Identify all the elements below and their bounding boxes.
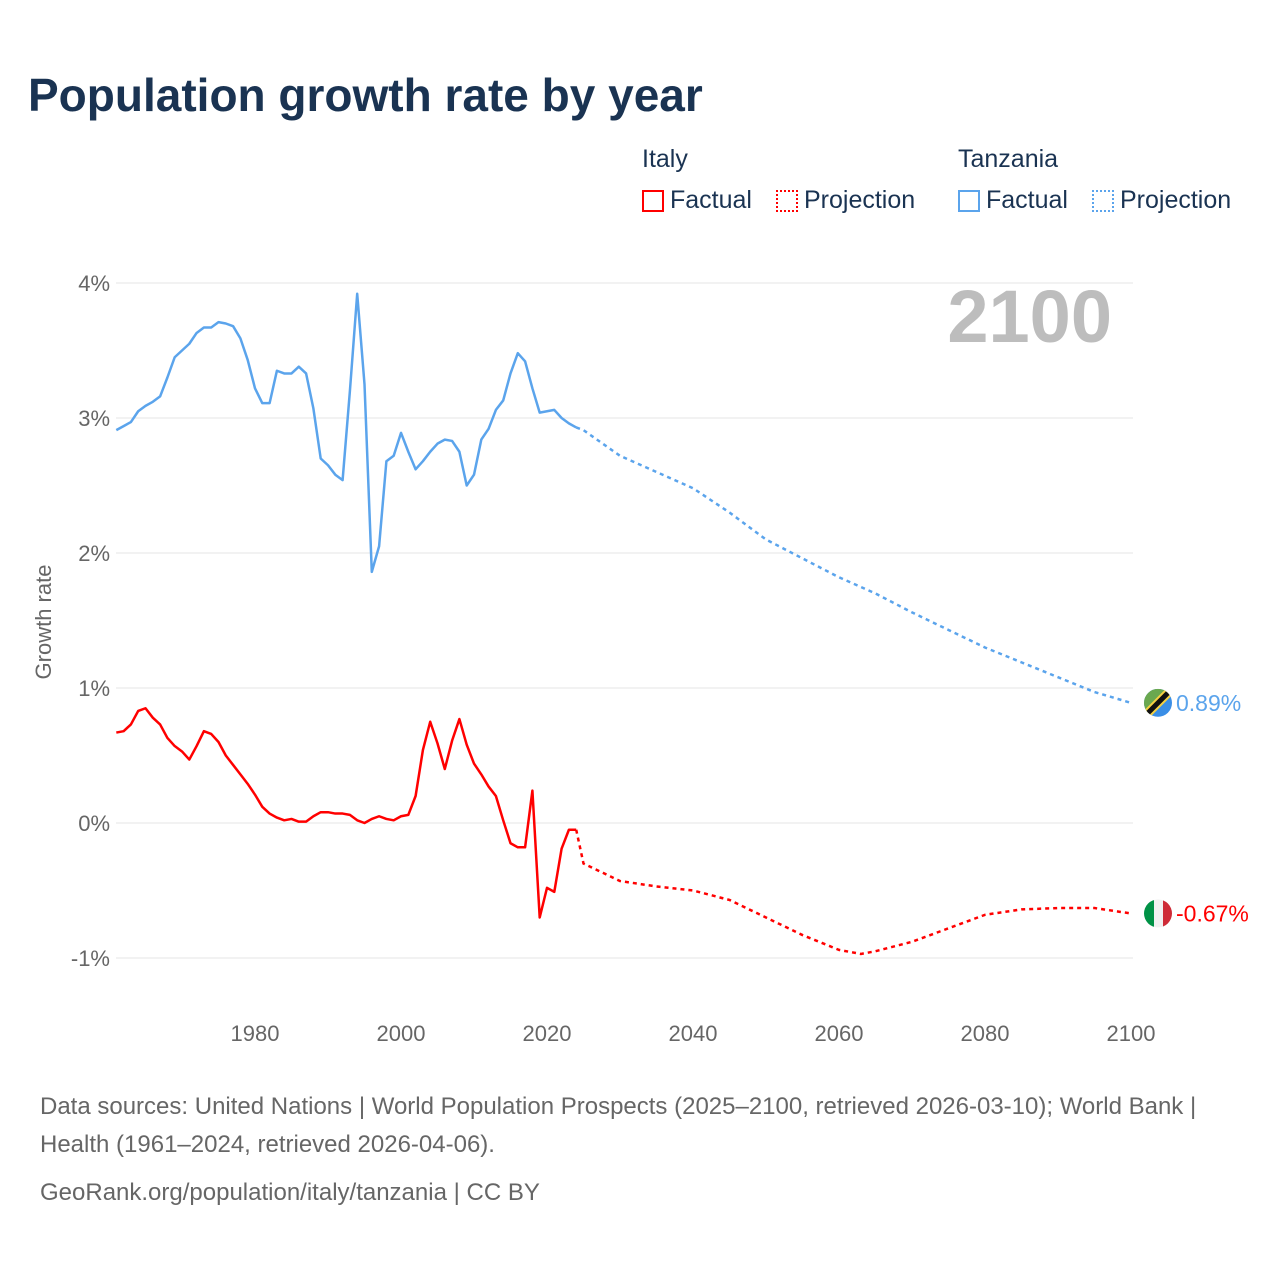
legend-label: Factual bbox=[670, 186, 752, 214]
chart-title: Population growth rate by year bbox=[28, 69, 703, 121]
legend-tanzania-projection[interactable]: Projection bbox=[1092, 186, 1231, 215]
legend-swatch-solid-icon bbox=[958, 189, 980, 212]
source-link[interactable]: GeoRank.org/population/italy/tanzania | … bbox=[40, 1179, 540, 1206]
x-tick-label: 2000 bbox=[377, 1021, 426, 1046]
legend-label: Factual bbox=[986, 186, 1068, 214]
x-tick-label: 2040 bbox=[669, 1021, 718, 1046]
italy-flag-icon bbox=[1144, 899, 1172, 928]
legend-group-tanzania: Tanzania bbox=[958, 145, 1059, 173]
y-tick-label: 0% bbox=[78, 811, 110, 836]
legend-swatch-solid-icon bbox=[642, 189, 664, 212]
footer: Data sources: United Nations | World Pop… bbox=[40, 1088, 1240, 1212]
year-label: 2100 bbox=[947, 275, 1112, 358]
italy-projection-line bbox=[574, 829, 1132, 956]
legend-group-italy: Italy bbox=[642, 145, 688, 173]
tanzania-projection-line bbox=[575, 426, 1132, 705]
x-tick-label: 1980 bbox=[231, 1021, 280, 1046]
y-tick-label: 4% bbox=[78, 271, 110, 296]
x-tick-label: 2020 bbox=[523, 1021, 572, 1046]
y-tick-label: -1% bbox=[71, 946, 110, 971]
italy-factual-line bbox=[116, 707, 577, 919]
legend-swatch-dotted-icon bbox=[776, 189, 798, 212]
legend-label: Projection bbox=[804, 186, 916, 214]
legend-label: Projection bbox=[1120, 186, 1232, 214]
x-tick-label: 2060 bbox=[815, 1021, 864, 1046]
y-tick-label: 3% bbox=[78, 406, 110, 431]
y-tick-label: 2% bbox=[78, 541, 110, 566]
legend-swatch-dotted-icon bbox=[1092, 189, 1114, 212]
x-tick-label: 2080 bbox=[961, 1021, 1010, 1046]
y-tick-label: 1% bbox=[78, 676, 110, 701]
y-axis-label: Growth rate bbox=[31, 565, 56, 680]
line-chart: -1% 0% 1% 2% 3% 4% 1980 2000 2020 2040 2060 2080 210… bbox=[31, 271, 1249, 1046]
data-sources: Data sources: United Nations | World Pop… bbox=[40, 1093, 1197, 1158]
x-tick-label: 2100 bbox=[1107, 1021, 1156, 1046]
tanzania-factual-line bbox=[115, 292, 577, 574]
legend-italy-projection[interactable]: Projection bbox=[776, 186, 915, 215]
tanzania-end-value: 0.89% bbox=[1176, 690, 1241, 716]
legend-italy-factual[interactable]: Factual bbox=[642, 186, 752, 215]
tanzania-flag-icon bbox=[1144, 688, 1172, 717]
italy-end-value: -0.67% bbox=[1176, 900, 1249, 926]
legend-tanzania-factual[interactable]: Factual bbox=[958, 186, 1068, 215]
